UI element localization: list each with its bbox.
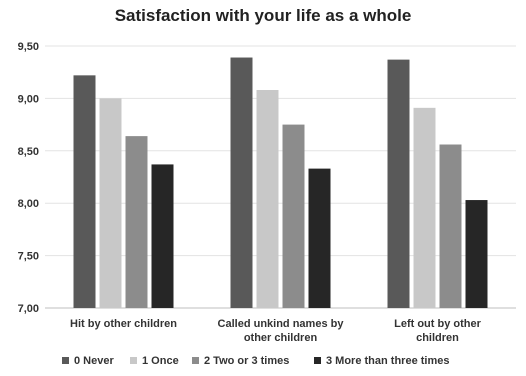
legend-swatch (192, 357, 199, 364)
y-tick-label: 9,50 (18, 41, 39, 53)
bar (387, 59, 410, 309)
bar (439, 144, 462, 308)
bar (413, 107, 436, 308)
x-category-label: other children (244, 332, 318, 344)
bar (73, 75, 96, 309)
x-category-label: Left out by other (394, 318, 481, 330)
x-category-label: Hit by other children (70, 318, 177, 330)
y-tick-label: 8,50 (18, 146, 39, 158)
y-tick-label: 8,00 (18, 198, 39, 210)
legend-label: 2 Two or 3 times (204, 355, 289, 367)
bar (125, 136, 148, 308)
y-tick-label: 7,50 (18, 251, 39, 263)
y-tick-label: 7,00 (18, 303, 39, 315)
bar (99, 98, 122, 309)
bar (256, 90, 279, 309)
bar (151, 164, 174, 308)
legend-label: 0 Never (74, 355, 114, 367)
x-category-label: children (416, 332, 459, 344)
bar (230, 57, 253, 308)
bar (308, 168, 331, 308)
legend-swatch (62, 357, 69, 364)
legend-swatch (130, 357, 137, 364)
legend-swatch (314, 357, 321, 364)
chart-title: Satisfaction with your life as a whole (114, 6, 412, 25)
legend-label: 3 More than three times (326, 355, 449, 367)
y-tick-label: 9,00 (18, 93, 39, 105)
bar (282, 124, 305, 308)
bar (465, 200, 488, 308)
x-category-label: Called unkind names by (218, 318, 345, 330)
legend-label: 1 Once (142, 355, 179, 367)
